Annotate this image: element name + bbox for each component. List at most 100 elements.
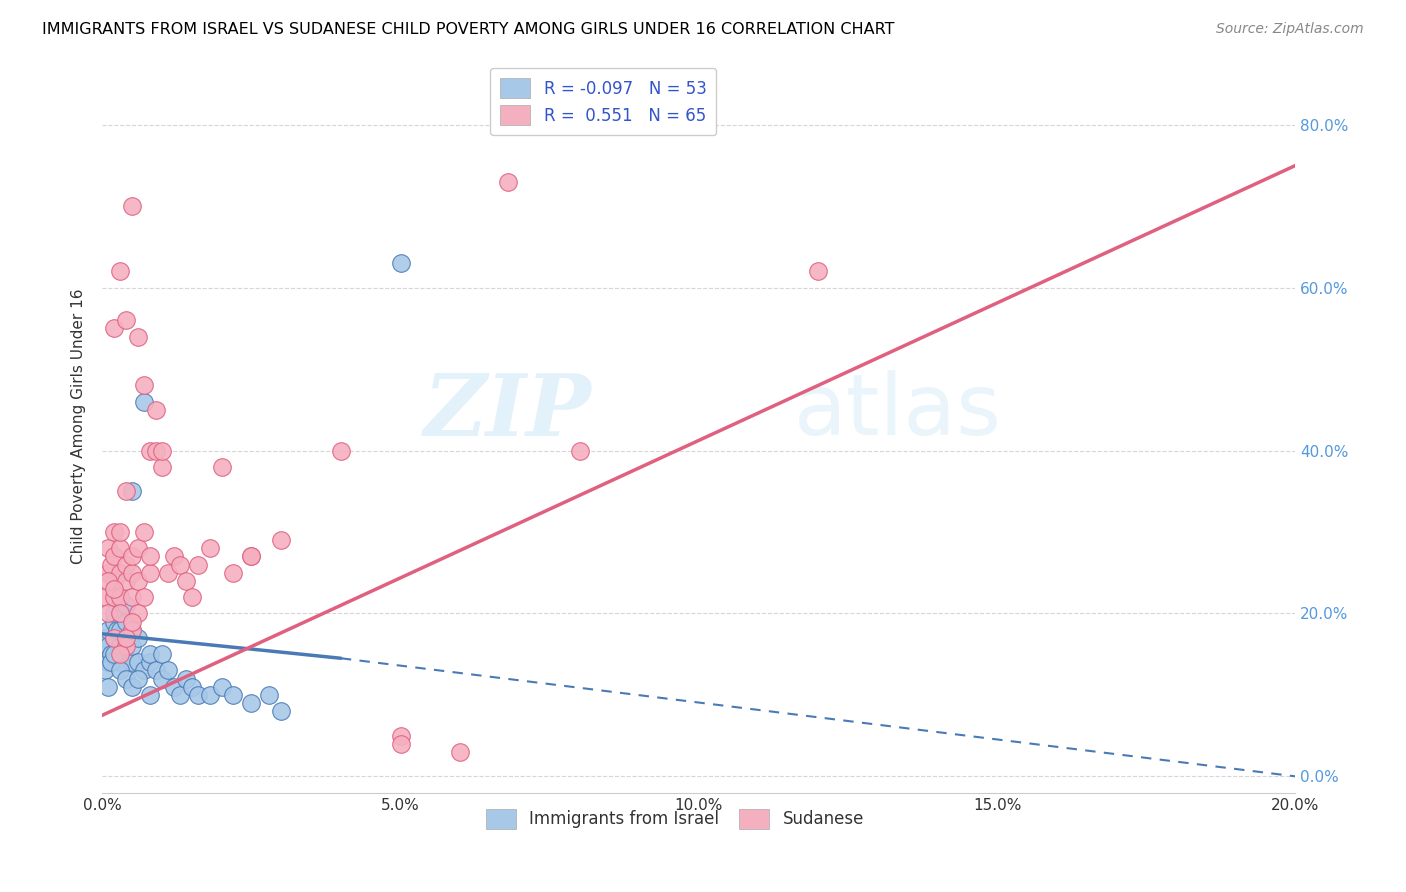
Point	[97, 656, 120, 670]
Point	[127, 631, 149, 645]
Point	[108, 664, 131, 678]
Point	[329, 443, 352, 458]
Point	[103, 631, 125, 645]
Point	[139, 688, 162, 702]
Point	[240, 549, 263, 564]
Point	[132, 378, 155, 392]
Point	[211, 459, 233, 474]
Point	[132, 664, 155, 678]
Point	[121, 639, 143, 653]
Point	[115, 484, 138, 499]
Point	[259, 688, 281, 702]
Point	[108, 524, 131, 539]
Point	[211, 680, 233, 694]
Point	[97, 607, 120, 621]
Point	[105, 623, 128, 637]
Point	[198, 688, 221, 702]
Point	[108, 639, 131, 653]
Point	[174, 672, 197, 686]
Point	[115, 313, 138, 327]
Point	[187, 558, 209, 572]
Point	[97, 623, 120, 637]
Point	[132, 590, 155, 604]
Point	[97, 566, 120, 580]
Point	[100, 656, 122, 670]
Point	[449, 745, 471, 759]
Point	[97, 574, 120, 588]
Point	[115, 574, 138, 588]
Point	[180, 680, 202, 694]
Point	[94, 590, 117, 604]
Point	[108, 623, 131, 637]
Point	[169, 558, 191, 572]
Point	[389, 729, 412, 743]
Point	[108, 607, 131, 621]
Text: ZIP: ZIP	[423, 369, 592, 453]
Point	[270, 533, 292, 548]
Point	[145, 443, 167, 458]
Text: atlas: atlas	[794, 370, 1002, 453]
Point	[150, 459, 173, 474]
Point	[240, 549, 263, 564]
Point	[156, 664, 179, 678]
Point	[108, 647, 131, 661]
Point	[389, 256, 412, 270]
Point	[115, 639, 138, 653]
Point	[108, 590, 131, 604]
Point	[163, 680, 186, 694]
Point	[127, 541, 149, 556]
Point	[121, 615, 143, 629]
Point	[198, 541, 221, 556]
Point	[222, 566, 245, 580]
Point	[100, 558, 122, 572]
Point	[121, 590, 143, 604]
Point	[187, 688, 209, 702]
Point	[496, 175, 519, 189]
Point	[115, 631, 138, 645]
Point	[121, 656, 143, 670]
Point	[121, 566, 143, 580]
Point	[115, 599, 138, 613]
Point	[169, 688, 191, 702]
Point	[127, 574, 149, 588]
Point	[103, 524, 125, 539]
Point	[132, 524, 155, 539]
Point	[97, 639, 120, 653]
Point	[103, 647, 125, 661]
Point	[103, 615, 125, 629]
Point	[108, 566, 131, 580]
Y-axis label: Child Poverty Among Girls Under 16: Child Poverty Among Girls Under 16	[72, 288, 86, 564]
Point	[97, 680, 120, 694]
Point	[115, 615, 138, 629]
Point	[139, 443, 162, 458]
Point	[180, 590, 202, 604]
Legend: Immigrants from Israel, Sudanese: Immigrants from Israel, Sudanese	[479, 802, 870, 836]
Point	[139, 549, 162, 564]
Point	[94, 631, 117, 645]
Point	[115, 672, 138, 686]
Point	[568, 443, 591, 458]
Point	[115, 558, 138, 572]
Point	[121, 623, 143, 637]
Point	[156, 566, 179, 580]
Point	[150, 443, 173, 458]
Point	[174, 574, 197, 588]
Point	[103, 607, 125, 621]
Point	[807, 264, 830, 278]
Point	[240, 696, 263, 710]
Point	[270, 704, 292, 718]
Point	[139, 566, 162, 580]
Point	[121, 199, 143, 213]
Point	[108, 656, 131, 670]
Point	[121, 623, 143, 637]
Point	[163, 549, 186, 564]
Point	[127, 607, 149, 621]
Point	[127, 656, 149, 670]
Point	[108, 264, 131, 278]
Point	[103, 321, 125, 335]
Point	[103, 590, 125, 604]
Point	[121, 680, 143, 694]
Point	[150, 647, 173, 661]
Point	[108, 607, 131, 621]
Point	[127, 329, 149, 343]
